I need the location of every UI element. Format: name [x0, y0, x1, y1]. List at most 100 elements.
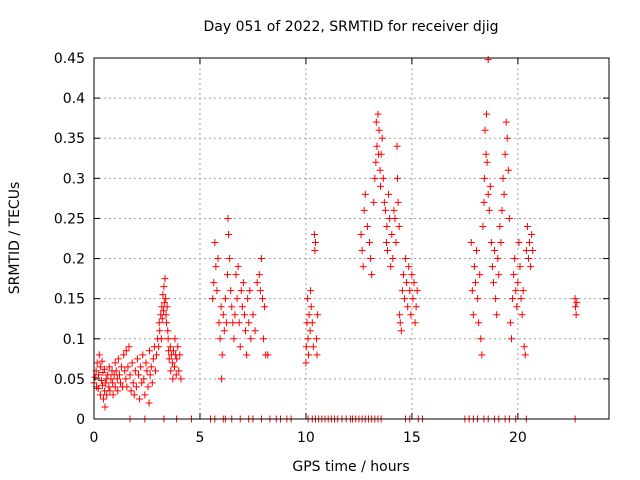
- data-point: [474, 295, 482, 303]
- data-point: [393, 174, 401, 182]
- data-point: [245, 319, 253, 327]
- y-axis-label: SRMTID / TECUs: [7, 182, 23, 295]
- data-point: [495, 271, 503, 279]
- data-point: [493, 311, 501, 319]
- data-point: [233, 295, 241, 303]
- data-point: [162, 311, 170, 319]
- data-point: [360, 206, 368, 214]
- data-point: [399, 271, 407, 279]
- data-point: [491, 247, 499, 255]
- data-point: [141, 391, 149, 399]
- data-point: [239, 279, 247, 287]
- data-point: [306, 327, 314, 335]
- data-point: [501, 150, 509, 158]
- data-point: [391, 214, 399, 222]
- data-point: [163, 303, 171, 311]
- data-point: [366, 239, 374, 247]
- data-point: [144, 383, 152, 391]
- data-point: [404, 303, 412, 311]
- data-point: [256, 287, 264, 295]
- data-point: [143, 367, 151, 375]
- data-point: [410, 279, 418, 287]
- data-point: [508, 335, 516, 343]
- data-point: [244, 295, 252, 303]
- data-point: [523, 222, 531, 230]
- data-point: [264, 351, 272, 359]
- plot-frame: [93, 57, 610, 420]
- axis-ticks: 0 0.05 0.1 0.15 0.2 0.25 0.3 0.35 0.4 0.45 0 5 10 15 2…: [54, 51, 609, 446]
- data-point: [572, 311, 580, 319]
- data-point: [479, 222, 487, 230]
- data-point: [502, 118, 510, 126]
- data-point: [261, 303, 269, 311]
- chart-title: Day 051 of 2022, SRMTID for receiver dji…: [204, 19, 499, 35]
- data-point: [405, 263, 413, 271]
- data-point: [409, 295, 417, 303]
- data-point: [109, 379, 117, 387]
- data-point: [403, 279, 411, 287]
- data-point: [407, 311, 415, 319]
- data-point: [573, 299, 581, 307]
- data-point: [528, 230, 536, 238]
- data-point: [381, 206, 389, 214]
- data-point: [113, 375, 121, 383]
- data-point: [396, 311, 404, 319]
- data-point: [477, 335, 485, 343]
- data-point: [520, 343, 528, 351]
- data-point: [249, 311, 257, 319]
- data-point: [131, 367, 139, 375]
- data-point: [529, 247, 537, 255]
- data-point: [164, 335, 172, 343]
- data-point: [95, 371, 103, 379]
- data-point: [213, 287, 221, 295]
- data-point: [251, 327, 259, 335]
- data-point: [311, 239, 319, 247]
- data-point: [486, 182, 494, 190]
- data-point: [111, 383, 119, 391]
- data-point: [142, 359, 150, 367]
- data-point: [169, 347, 177, 355]
- data-point: [475, 319, 483, 327]
- data-point: [307, 303, 315, 311]
- data-point: [392, 239, 400, 247]
- data-point: [394, 198, 402, 206]
- data-point: [372, 118, 380, 126]
- data-point: [132, 383, 140, 391]
- y-tick-label: 0.45: [54, 51, 85, 67]
- data-point: [379, 174, 387, 182]
- y-tick-label: 0: [76, 412, 85, 428]
- data-point: [165, 355, 173, 363]
- data-point: [161, 275, 169, 283]
- data-point: [111, 359, 119, 367]
- data-point: [114, 355, 122, 363]
- data-point: [499, 174, 507, 182]
- data-point: [395, 222, 403, 230]
- data-point: [480, 198, 488, 206]
- data-point: [304, 335, 312, 343]
- data-point: [146, 371, 154, 379]
- data-point: [572, 303, 580, 311]
- data-point: [527, 263, 535, 271]
- data-point: [393, 142, 401, 150]
- data-point: [382, 239, 390, 247]
- data-point: [96, 363, 104, 371]
- data-point: [489, 279, 497, 287]
- data-point: [160, 307, 168, 315]
- data-point: [218, 351, 226, 359]
- data-point: [96, 391, 104, 399]
- data-point: [156, 327, 164, 335]
- data-point: [370, 198, 378, 206]
- data-point: [411, 319, 419, 327]
- data-point: [136, 395, 144, 403]
- data-point: [484, 190, 492, 198]
- data-point: [260, 335, 268, 343]
- data-point: [483, 158, 491, 166]
- data-point: [153, 351, 161, 359]
- data-point: [225, 230, 233, 238]
- data-point: [469, 311, 477, 319]
- data-point: [214, 255, 222, 263]
- y-tick-label: 0.05: [54, 372, 85, 388]
- data-point: [114, 387, 122, 395]
- x-tick-label: 20: [509, 430, 527, 446]
